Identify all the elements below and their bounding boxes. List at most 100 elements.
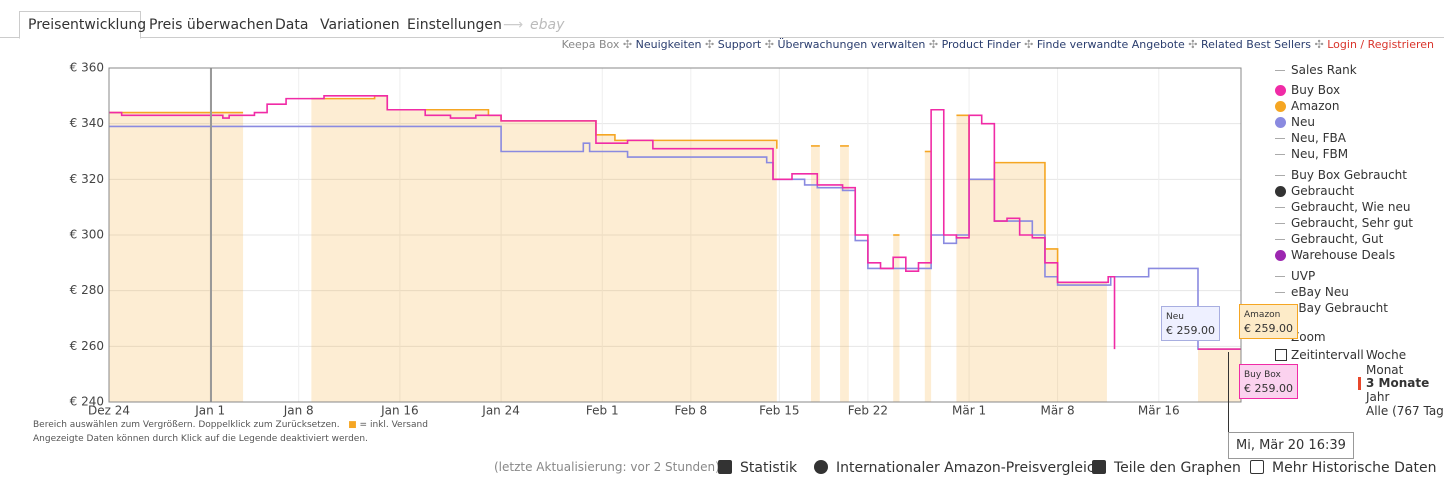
x-tick-label: Mär 1 [952,404,986,418]
legend-item[interactable]: Warehouse Deals [1291,248,1396,262]
footer-link[interactable]: Statistik [718,460,797,476]
area [893,235,900,402]
legend-item[interactable]: Buy Box [1291,83,1341,97]
area [311,95,777,402]
link[interactable]: Überwachungen verwalten [777,38,926,51]
legend-item[interactable]: Gebraucht [1291,184,1355,198]
plot-border [108,67,1242,403]
y-tick-label: € 320 [70,172,104,186]
x-tick-label: Mär 8 [1041,404,1075,418]
legend-line [1275,70,1285,71]
tooltip-value: € 259.00 [1166,324,1215,337]
legend-line [1275,239,1285,240]
legend-item[interactable]: Gebraucht, Gut [1291,232,1384,246]
tooltip: Amazon € 259.00 [1239,304,1298,339]
y-tick-label: € 360 [70,61,104,75]
range-option[interactable]: Woche [1366,348,1407,362]
x-tick-label: Jan 24 [481,404,520,418]
area [109,112,244,403]
series-line [109,95,1116,350]
range-option[interactable]: Alle (767 Tage) [1366,404,1444,418]
link[interactable]: Neuigkeiten [635,38,702,51]
footer-link[interactable]: Teile den Graphen [1092,460,1241,476]
area [924,151,932,402]
icon [1250,460,1264,474]
tab[interactable]: Variationen [320,17,400,33]
link[interactable]: Login / Registrieren [1327,38,1434,51]
y-tick-label: € 340 [70,116,104,130]
range-marker [1358,377,1361,390]
legend-item[interactable]: eBay Gebraucht [1291,301,1388,315]
tooltip-name: Amazon [1244,310,1281,320]
zoom-toggle[interactable]: Zoom [1291,330,1326,344]
range-option[interactable]: Monat [1366,363,1404,377]
x-tick-label: Feb 22 [848,404,888,418]
footer-text: Mehr Historische Daten [1272,460,1437,476]
legend-dot [1275,186,1286,197]
legend-item[interactable]: Buy Box Gebraucht [1291,168,1407,182]
link[interactable]: Support [717,38,762,51]
legend-item[interactable]: Sales Rank [1291,63,1357,77]
range-option[interactable]: 3 Monate [1366,376,1430,390]
area [1197,349,1241,402]
interval-label: Zeitintervall [1291,348,1364,362]
legend-item[interactable]: Amazon [1291,99,1340,113]
range-option[interactable]: Jahr [1366,390,1390,404]
x-tick-label: Jan 1 [194,404,225,418]
area [810,145,820,402]
tooltip-name: Buy Box [1244,370,1281,380]
icon [1092,460,1106,474]
x-tick-label: Dez 24 [88,404,130,418]
calendar-icon [1275,349,1287,361]
legend-line [1275,276,1285,277]
tooltip-value: € 259.00 [1244,322,1293,335]
footer-link[interactable]: Internationaler Amazon-Preisvergleich [814,460,1104,476]
link[interactable]: Finde verwandte Angebote [1036,38,1185,51]
icon [718,460,732,474]
legend-line [1275,175,1285,176]
legend-dot [1275,117,1286,128]
tab[interactable]: Einstellungen [407,17,502,33]
area [840,145,849,402]
link[interactable]: Related Best Sellers [1201,38,1312,51]
legend-item[interactable]: Gebraucht, Wie neu [1291,200,1411,214]
legend-item[interactable]: UVP [1291,269,1316,283]
icon [814,460,828,474]
legend-item[interactable]: Gebraucht, Sehr gut [1291,216,1414,230]
legend-item[interactable]: Neu, FBA [1291,131,1346,145]
tab-rule [0,37,1444,38]
tab[interactable]: Preisentwicklung [28,17,147,33]
legend-item[interactable]: Neu, FBM [1291,147,1349,161]
legend-item[interactable]: eBay Neu [1291,285,1349,299]
active-tab[interactable] [19,11,141,39]
tooltip: Buy Box € 259.00 [1239,364,1298,399]
tab[interactable]: Preis überwachen [149,17,274,33]
legend-line [1275,207,1285,208]
footer-link[interactable]: Mehr Historische Daten [1250,460,1436,476]
tooltip: Neu € 259.00 [1161,306,1220,341]
tooltip-value: € 259.00 [1244,382,1293,395]
x-tick-label: Feb 8 [674,404,707,418]
legend-line [1275,292,1285,293]
note: Bereich auswählen zum Vergrößern. Doppel… [33,420,428,430]
tab[interactable]: ebay [530,17,565,33]
legend-line [1275,223,1285,224]
tooltip-date: Mi, Mär 20 16:39 [1228,432,1354,459]
x-tick-label: Feb 1 [586,404,619,418]
note-text: Bereich auswählen zum Vergrößern. Doppel… [33,420,340,430]
link[interactable]: Keepa Box [561,38,620,51]
legend-dot [1275,250,1286,261]
x-tick-label: Mär 16 [1138,404,1180,418]
legend-line [1275,138,1285,139]
tab[interactable]: Data [275,17,309,33]
y-tick-label: € 280 [70,283,104,297]
y-tick-label: € 300 [70,228,104,242]
legend-item[interactable]: Neu [1291,115,1315,129]
link-bar: Keepa Box ✣ Neuigkeiten ✣ Support ✣ Über… [561,38,1434,51]
link[interactable]: Product Finder [941,38,1021,51]
y-tick-label: € 240 [70,395,104,409]
cursor-line [1228,352,1229,432]
tooltip-name: Neu [1166,312,1184,322]
